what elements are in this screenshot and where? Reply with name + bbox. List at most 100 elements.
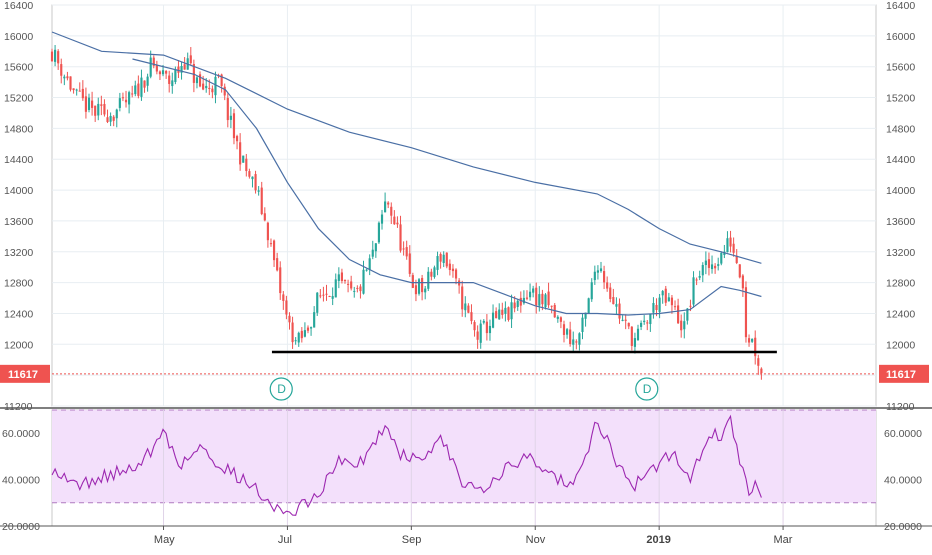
candle-body bbox=[495, 311, 498, 319]
candle-body bbox=[112, 116, 115, 121]
candle-body bbox=[612, 297, 615, 305]
candle-body bbox=[63, 76, 66, 79]
candle-body bbox=[248, 171, 251, 177]
sma-slow-line bbox=[51, 31, 762, 264]
candle-body bbox=[522, 297, 525, 304]
candle-body bbox=[720, 252, 723, 264]
candle-body bbox=[473, 322, 476, 331]
candle-body bbox=[535, 287, 538, 306]
candle-body bbox=[137, 83, 140, 96]
candle-body bbox=[606, 282, 609, 289]
price-y-tick-left: 14400 bbox=[4, 154, 33, 166]
price-y-tick-right: 13200 bbox=[886, 247, 915, 259]
candle-body bbox=[393, 216, 396, 225]
candle-body bbox=[377, 222, 381, 243]
candle-body bbox=[269, 243, 273, 245]
candle-body bbox=[451, 268, 455, 272]
candle-body bbox=[538, 294, 541, 306]
candle-body bbox=[655, 304, 658, 311]
rsi-y-tick-right: 40.0000 bbox=[884, 475, 922, 487]
candle-body bbox=[75, 89, 78, 91]
candle-body bbox=[658, 297, 661, 313]
candle-body bbox=[54, 49, 57, 62]
candle-body bbox=[661, 291, 664, 296]
candle-body bbox=[214, 76, 217, 96]
price-y-tick-left: 14800 bbox=[4, 123, 33, 135]
candle-body bbox=[726, 238, 729, 253]
candle-body bbox=[516, 300, 519, 307]
candle-body bbox=[442, 254, 445, 263]
candle-body bbox=[140, 77, 143, 97]
candle-body bbox=[279, 267, 282, 294]
x-tick-label: Mar bbox=[773, 534, 792, 546]
candle-body bbox=[57, 51, 60, 64]
candle-body bbox=[168, 75, 171, 84]
candle-body bbox=[630, 326, 633, 346]
candle-body bbox=[390, 206, 393, 216]
candle-body bbox=[417, 279, 421, 294]
candle-body bbox=[368, 258, 371, 270]
candle-body bbox=[714, 265, 717, 269]
candle-body bbox=[399, 224, 402, 251]
candle-body bbox=[282, 294, 285, 301]
candle-body bbox=[636, 328, 640, 341]
candle-body bbox=[673, 306, 677, 308]
price-y-tick-right: 14000 bbox=[886, 185, 915, 197]
candle-body bbox=[519, 297, 522, 306]
last-price-badge-left bbox=[0, 364, 50, 383]
price-y-tick-left: 15200 bbox=[4, 93, 33, 105]
candle-body bbox=[544, 294, 547, 308]
candle-body bbox=[464, 303, 467, 311]
candle-body bbox=[115, 109, 118, 119]
candle-body bbox=[596, 270, 599, 273]
candle-body bbox=[303, 330, 306, 337]
candle-body bbox=[686, 308, 689, 321]
candle-body bbox=[646, 322, 649, 324]
price-y-tick-left: 16400 bbox=[4, 0, 33, 12]
candle-body bbox=[754, 337, 757, 357]
candle-body bbox=[232, 113, 236, 139]
candle-body bbox=[242, 155, 245, 163]
candle-body bbox=[374, 243, 377, 252]
candle-body bbox=[556, 316, 559, 319]
candle-body bbox=[347, 283, 350, 285]
candle-body bbox=[621, 319, 624, 321]
price-pane bbox=[51, 4, 877, 407]
candle-body bbox=[94, 105, 97, 116]
price-y-tick-left: 15600 bbox=[4, 62, 33, 74]
price-y-tick-right: 13600 bbox=[886, 216, 915, 228]
candle-body bbox=[710, 264, 714, 270]
candle-body bbox=[485, 321, 488, 334]
candle-body bbox=[131, 93, 134, 95]
candle-body bbox=[78, 90, 81, 92]
candle-body bbox=[421, 277, 424, 293]
candle-body bbox=[211, 88, 214, 93]
candle-body bbox=[701, 264, 704, 276]
candle-body bbox=[198, 74, 202, 87]
price-y-tick-right: 15600 bbox=[886, 62, 915, 74]
candle-body bbox=[559, 317, 562, 322]
price-y-tick-right: 11200 bbox=[886, 401, 915, 413]
candle-body bbox=[158, 71, 162, 75]
candle-body bbox=[316, 292, 319, 313]
dividend-marker-label: D bbox=[643, 382, 652, 396]
candle-body bbox=[593, 271, 596, 281]
candle-body bbox=[103, 103, 106, 115]
candle-body bbox=[251, 176, 254, 180]
candle-body bbox=[689, 305, 692, 307]
candle-body bbox=[411, 275, 414, 288]
candle-body bbox=[87, 97, 91, 110]
candle-body bbox=[735, 255, 738, 263]
candle-body bbox=[498, 309, 501, 320]
price-y-tick-left: 14000 bbox=[4, 185, 33, 197]
candle-body bbox=[677, 305, 680, 324]
candle-body bbox=[72, 88, 75, 91]
candle-body bbox=[405, 247, 408, 257]
price-y-tick-right: 14800 bbox=[886, 123, 915, 135]
candle-body bbox=[254, 174, 257, 191]
candle-body bbox=[350, 281, 353, 289]
candle-body bbox=[491, 312, 495, 328]
candle-body bbox=[618, 303, 621, 319]
